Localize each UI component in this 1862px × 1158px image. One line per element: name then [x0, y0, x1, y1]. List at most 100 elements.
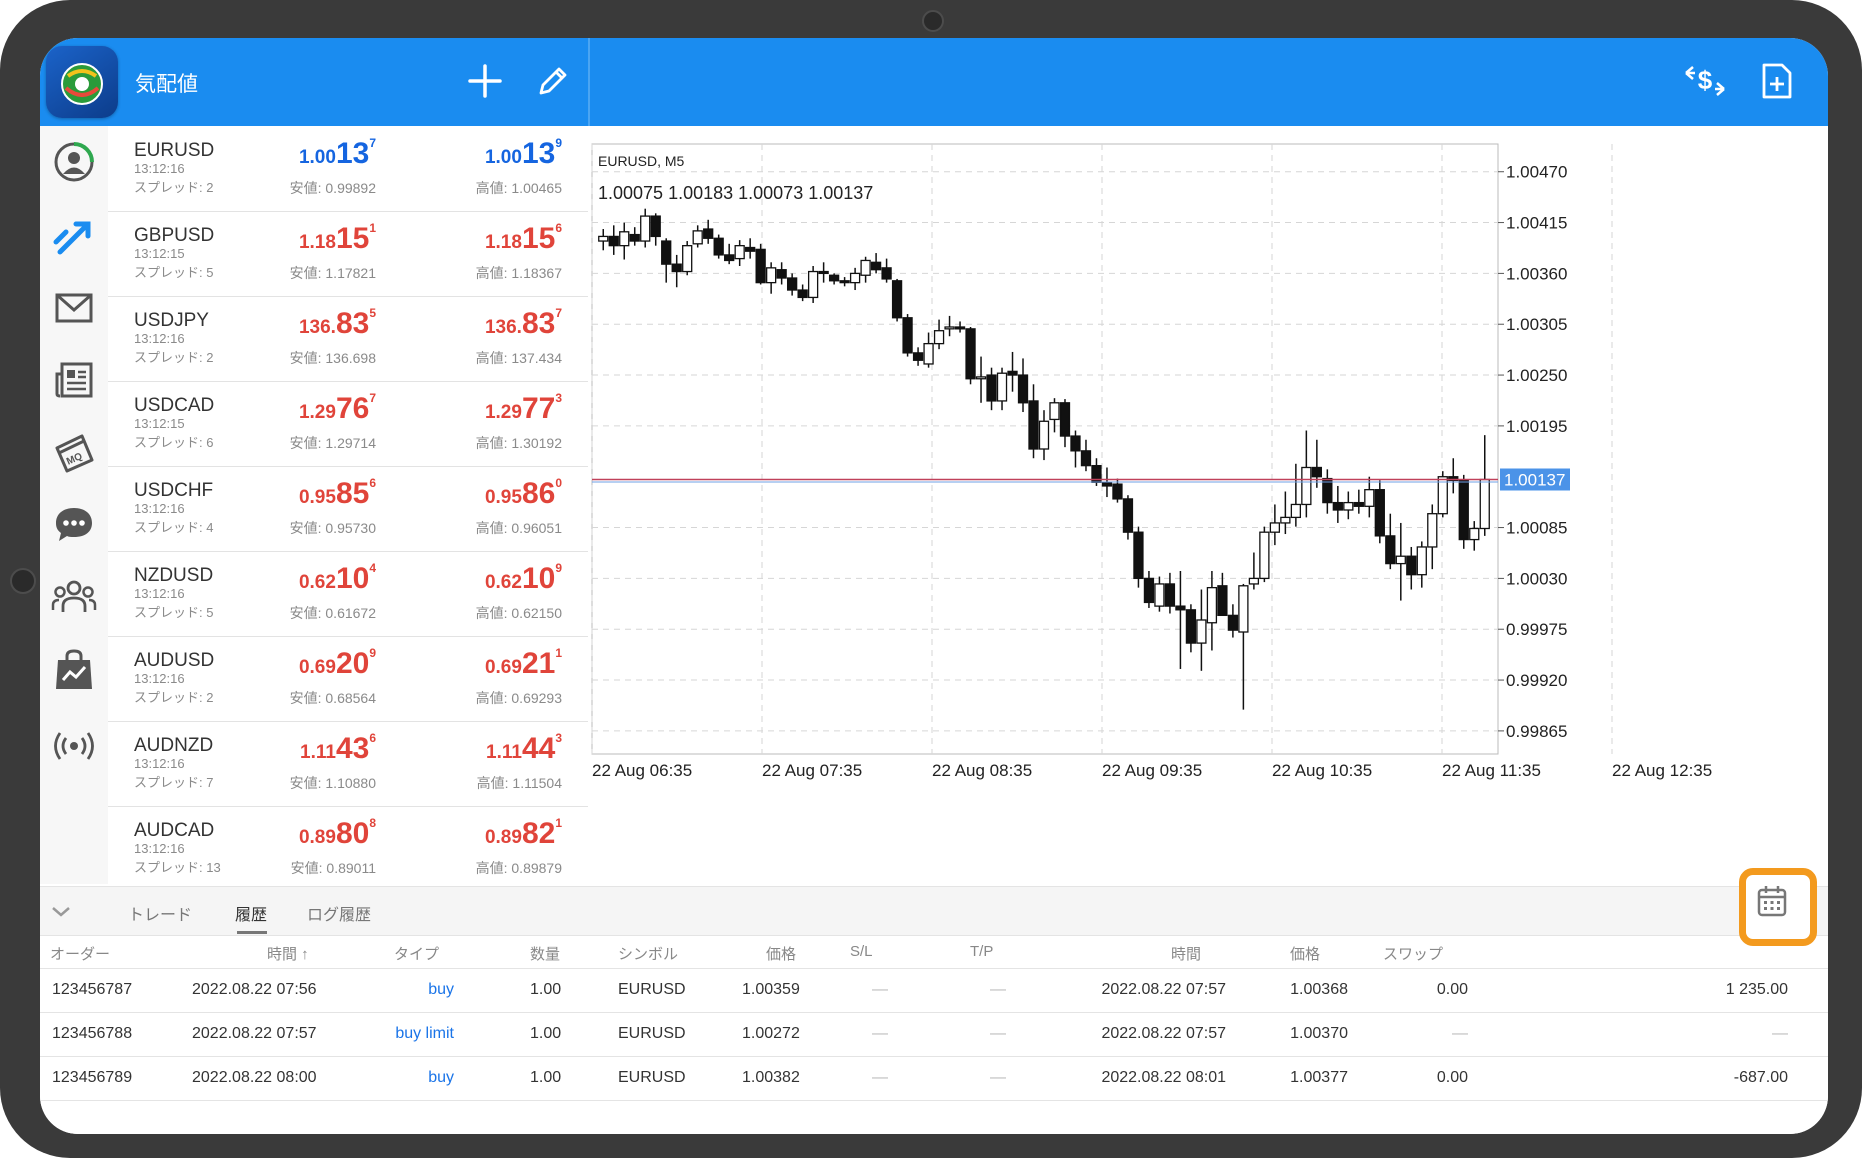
- ask-price-point: 3: [555, 391, 562, 405]
- cell-tp: —: [990, 1025, 1006, 1042]
- nav-market[interactable]: [46, 642, 102, 698]
- cell-type: buy limit: [395, 1025, 454, 1042]
- price-chart[interactable]: 1.00470 1.00415 1.00360 1.00305 1.00250 1.001…: [590, 126, 1828, 886]
- quote-row[interactable]: USDCAD 13:12:15 スプレッド: 6 1.29767 1.29773 安値: …: [108, 381, 588, 467]
- calendar-icon: [1757, 886, 1787, 917]
- quote-time: 13:12:16: [134, 331, 185, 346]
- quote-row[interactable]: EURUSD 13:12:16 スプレッド: 2 1.00137 1.00139 安値: …: [108, 126, 588, 212]
- candle-body: [881, 267, 892, 280]
- col-sl[interactable]: S/L: [850, 943, 873, 960]
- app-logo[interactable]: [46, 46, 118, 118]
- quote-high: 高値: 0.89879: [475, 860, 562, 876]
- nav-account[interactable]: [46, 134, 102, 190]
- bid-price: 1.29767: [299, 391, 376, 426]
- quote-low: 安値: 0.68564: [289, 690, 376, 706]
- quote-spread: スプレッド: 2: [134, 350, 214, 365]
- ask-price-prefix: 0.69: [484, 657, 522, 678]
- bid-price-big: 80: [335, 817, 370, 850]
- add-symbol-button[interactable]: [460, 56, 510, 106]
- quote-spread: スプレッド: 13: [134, 860, 221, 875]
- cell-time: 2022.08.22 07:56: [192, 981, 317, 998]
- ask-price-point: 9: [555, 561, 562, 575]
- trade-button[interactable]: $: [1680, 56, 1730, 106]
- nav-trade[interactable]: [46, 208, 102, 264]
- quote-row[interactable]: NZDUSD 13:12:16 スプレッド: 5 0.62104 0.62109 安値: …: [108, 551, 588, 637]
- quote-symbol: AUDCAD: [134, 820, 215, 841]
- table-row[interactable]: 123456789 2022.08.22 08:00 buy 1.00 EURUSD 1.…: [40, 1056, 1828, 1101]
- bid-price-point: 5: [369, 306, 376, 320]
- nav-mail[interactable]: [46, 280, 102, 336]
- ask-price: 1.18156: [485, 221, 562, 256]
- col-volume[interactable]: 数量: [530, 946, 561, 963]
- history-panel: トレード 履歴 ログ履歴 オーダー 時間 ↑ タイプ 数量 シンボル 価格 S/…: [40, 886, 1828, 1134]
- table-row[interactable]: 123456788 2022.08.22 07:57 buy limit 1.00 EU…: [40, 1012, 1828, 1057]
- new-order-button[interactable]: [1752, 56, 1802, 106]
- nav-signals[interactable]: [46, 718, 102, 774]
- col-swap[interactable]: スワップ: [1383, 946, 1444, 963]
- candle-body: [661, 240, 672, 265]
- tab-history[interactable]: 履歴: [235, 907, 268, 924]
- quote-row[interactable]: GBPUSD 13:12:15 スプレッド: 5 1.18151 1.18156 安値: …: [108, 211, 588, 297]
- candle-body: [1059, 402, 1071, 437]
- candle-body: [912, 352, 924, 361]
- candle-body: [608, 235, 619, 247]
- chart-canvas[interactable]: 1.00470 1.00415 1.00360 1.00305 1.00250 1.001…: [590, 126, 1828, 886]
- quote-spread: スプレッド: 5: [134, 265, 214, 280]
- candle-body: [1280, 516, 1291, 524]
- col-order[interactable]: オーダー: [50, 946, 111, 963]
- bid-price: 0.89808: [299, 816, 376, 851]
- quote-symbol: NZDUSD: [134, 565, 214, 586]
- quote-symbol: USDJPY: [134, 310, 209, 331]
- candle-body: [954, 326, 966, 330]
- quote-row[interactable]: AUDCAD 13:12:16 スプレッド: 13 0.89808 0.89821 安値:…: [108, 806, 588, 892]
- nav-chat[interactable]: [46, 496, 102, 552]
- col-price[interactable]: 価格: [766, 946, 797, 963]
- date-filter-button[interactable]: [1739, 868, 1817, 946]
- cell-price: 1.00272: [742, 1025, 800, 1042]
- col-tp[interactable]: T/P: [970, 943, 994, 960]
- quote-low: 安値: 136.698: [289, 350, 376, 366]
- candle-body: [1122, 498, 1134, 533]
- quote-high: 高値: 1.11504: [476, 775, 562, 791]
- table-row[interactable]: 123456787 2022.08.22 07:56 buy 1.00 EURUSD 1.…: [40, 968, 1828, 1013]
- quote-row[interactable]: AUDNZD 13:12:16 スプレッド: 7 1.11436 1.11443 安値: …: [108, 721, 588, 807]
- nav-news[interactable]: [46, 352, 102, 408]
- candle-body: [640, 215, 651, 242]
- ask-price: 0.95860: [485, 476, 562, 511]
- quote-row[interactable]: USDJPY 13:12:16 スプレッド: 2 136.835 136.837 安値: …: [108, 296, 588, 382]
- quote-time: 13:12:16: [134, 671, 185, 686]
- navigation-rail: MQ: [40, 126, 109, 884]
- nav-calendar[interactable]: MQ: [46, 424, 102, 480]
- candle-body: [1406, 555, 1417, 576]
- collapse-chevron-icon[interactable]: [50, 901, 72, 921]
- cell-price2: 1.00368: [1290, 981, 1348, 998]
- col-symbol[interactable]: シンボル: [618, 946, 679, 963]
- tab-trade[interactable]: トレード: [128, 907, 193, 924]
- quote-row[interactable]: USDCHF 13:12:16 スプレッド: 4 0.95856 0.95860 安値: …: [108, 466, 588, 552]
- quote-row[interactable]: AUDUSD 13:12:16 スプレッド: 2 0.69209 0.69211 安値: …: [108, 636, 588, 722]
- cell-time: 2022.08.22 07:57: [192, 1025, 317, 1042]
- cell-symbol: EURUSD: [618, 1025, 686, 1042]
- quote-spread: スプレッド: 7: [134, 775, 214, 790]
- edit-button[interactable]: [528, 56, 578, 106]
- candle-body: [1028, 400, 1039, 450]
- col-type[interactable]: タイプ: [394, 946, 440, 963]
- nav-community[interactable]: [46, 568, 102, 624]
- candle-body: [766, 267, 777, 284]
- top-bar: 気配値 $: [40, 38, 1828, 126]
- candle-body: [1374, 489, 1385, 537]
- col-time[interactable]: 時間 ↑: [267, 946, 309, 963]
- current-price-label: 1.00137: [1504, 471, 1565, 490]
- candle-body: [776, 269, 787, 279]
- candle-body: [1133, 531, 1144, 580]
- candle-body: [786, 277, 798, 291]
- cell-tp: —: [990, 1069, 1006, 1086]
- tab-log-history[interactable]: ログ履歴: [307, 907, 372, 924]
- cell-sl: —: [872, 981, 888, 998]
- candle-body: [671, 263, 682, 273]
- candle-body: [629, 233, 640, 242]
- economic-calendar-icon: MQ: [55, 434, 94, 473]
- candle-body: [1332, 501, 1343, 511]
- col-close-price[interactable]: 価格: [1290, 946, 1321, 963]
- col-close-time[interactable]: 時間: [1171, 946, 1202, 963]
